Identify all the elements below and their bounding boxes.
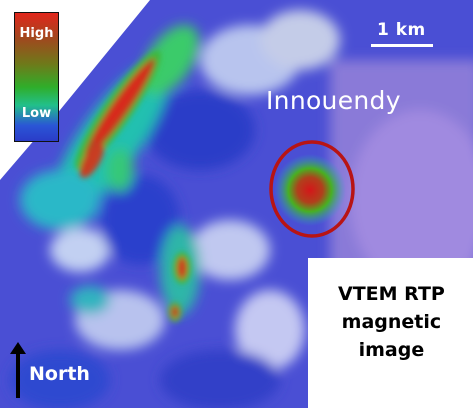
innouendy-label: Innouendy	[266, 86, 401, 115]
color-scale-legend: High Low	[14, 12, 59, 142]
scale-bar-label: 1 km	[377, 20, 426, 40]
caption-text: VTEM RTP magnetic image	[338, 283, 445, 361]
legend-low-label: Low	[21, 106, 52, 121]
scale-bar	[371, 44, 433, 47]
caption-box: VTEM RTP magnetic image	[308, 258, 473, 408]
north-arrow-icon	[10, 342, 26, 398]
north-label: North	[29, 363, 90, 385]
target-circle	[269, 140, 355, 238]
legend-high-label: High	[19, 26, 54, 41]
